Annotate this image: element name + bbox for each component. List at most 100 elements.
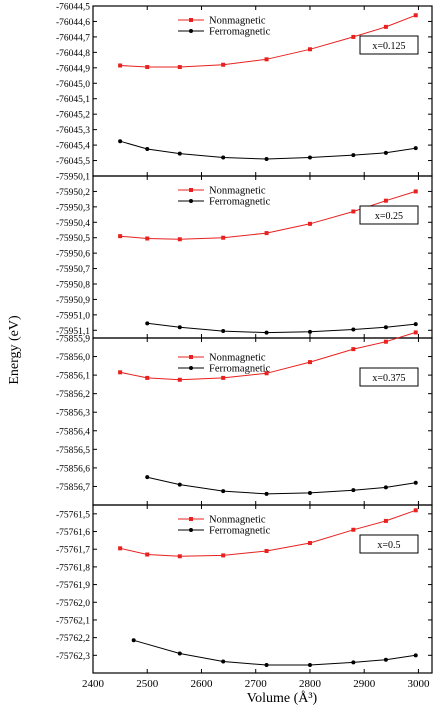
panel-3: -75855,9 -75856,0 -75856,1 -75856,2 -75856,3… bbox=[56, 330, 433, 506]
data-point bbox=[131, 638, 136, 643]
data-point bbox=[383, 518, 388, 523]
y-axis-title: Energy (eV) bbox=[7, 315, 22, 385]
data-point bbox=[307, 541, 312, 546]
legend-marker bbox=[189, 517, 193, 521]
data-point bbox=[413, 508, 418, 513]
y-tick-label: -75950,4 bbox=[56, 219, 90, 229]
y-tick-label: -75951,1 bbox=[56, 327, 90, 337]
y-tick-label: -75762,2 bbox=[56, 634, 90, 644]
y-tick-label: -75856,5 bbox=[56, 446, 90, 456]
y-tick-label: -76044,5 bbox=[56, 3, 90, 13]
data-point bbox=[351, 488, 356, 493]
data-point bbox=[145, 475, 150, 480]
data-point bbox=[145, 65, 150, 70]
y-tick-label: -75856,4 bbox=[56, 427, 90, 437]
data-point bbox=[264, 57, 269, 62]
y-tick-label: -75950,9 bbox=[56, 296, 90, 306]
legend-label: Nonmagnetic bbox=[209, 186, 266, 197]
data-point bbox=[221, 62, 226, 67]
chart-panels: -76044,5 -76044,6 -76044,7 -76044,8 -76044,9… bbox=[56, 3, 433, 690]
panel-2: -75950,1 -75950,2 -75950,3 -75950,4 -75950,5… bbox=[56, 173, 433, 339]
y-tick-label: -75762,3 bbox=[56, 652, 90, 662]
composition-label-box bbox=[359, 35, 419, 55]
y-tick-label: -75950,5 bbox=[56, 234, 90, 244]
composition-label-box bbox=[359, 534, 419, 554]
data-point bbox=[177, 65, 182, 70]
y-tick-label: -76044,9 bbox=[56, 64, 90, 74]
data-point bbox=[221, 329, 226, 334]
data-point bbox=[145, 321, 150, 326]
data-point bbox=[383, 24, 388, 29]
series-line-ferromagnetic bbox=[119, 140, 416, 160]
y-tick-label: -75762,1 bbox=[56, 616, 90, 626]
data-point bbox=[264, 663, 269, 668]
y-tick-label: -75950,1 bbox=[56, 173, 90, 183]
data-point bbox=[413, 189, 418, 194]
x-tick-label: 2500 bbox=[136, 678, 159, 690]
data-point bbox=[351, 209, 356, 214]
legend-marker bbox=[189, 355, 193, 359]
data-point bbox=[118, 139, 123, 144]
composition-label: x=0.5 bbox=[377, 540, 400, 551]
data-point bbox=[351, 347, 356, 352]
data-point bbox=[351, 327, 356, 332]
data-point bbox=[383, 198, 388, 203]
y-tick-label: -76044,6 bbox=[56, 18, 90, 28]
data-point bbox=[307, 663, 312, 668]
legend-label: Nonmagnetic bbox=[209, 353, 266, 364]
data-point bbox=[221, 489, 226, 494]
y-tick-label: -75762,0 bbox=[56, 599, 90, 609]
data-point bbox=[145, 236, 150, 241]
data-point bbox=[307, 360, 312, 365]
y-tick-label: -75951,0 bbox=[56, 311, 90, 321]
y-tick-label: -75950,7 bbox=[56, 265, 90, 275]
y-tick-label: -76045,5 bbox=[56, 157, 90, 167]
composition-label: x=0.25 bbox=[375, 211, 403, 222]
data-point bbox=[264, 371, 269, 376]
data-point bbox=[177, 325, 182, 330]
y-tick-label: -76045,4 bbox=[56, 142, 90, 152]
data-point bbox=[145, 552, 150, 557]
x-tick-label: 2700 bbox=[245, 678, 268, 690]
composition-label-box bbox=[359, 205, 419, 225]
panel-1: -76044,5 -76044,6 -76044,7 -76044,8 -76044,9… bbox=[56, 3, 433, 177]
legend-marker bbox=[189, 29, 193, 33]
data-point bbox=[351, 660, 356, 665]
data-point bbox=[145, 146, 150, 151]
data-point bbox=[413, 322, 418, 327]
data-point bbox=[221, 235, 226, 240]
y-tick-label: -75950,2 bbox=[56, 188, 90, 198]
y-tick-label: -76044,7 bbox=[56, 33, 90, 43]
y-tick-label: -76045,0 bbox=[56, 80, 90, 90]
x-tick-label: 2600 bbox=[190, 678, 213, 690]
y-tick-label: -75950,3 bbox=[56, 203, 90, 213]
y-tick-label: -75856,7 bbox=[56, 483, 90, 493]
x-axis-title: Volume (Å³) bbox=[247, 690, 318, 706]
data-point bbox=[221, 659, 226, 664]
data-point bbox=[177, 651, 182, 656]
y-tick-label: -75856,1 bbox=[56, 372, 90, 382]
data-point bbox=[264, 157, 269, 161]
series-line-ferromagnetic bbox=[147, 476, 416, 495]
x-tick-label: 2400 bbox=[82, 678, 105, 690]
y-tick-label: -75950,8 bbox=[56, 281, 90, 291]
data-point bbox=[413, 653, 418, 658]
legend-marker bbox=[189, 188, 193, 192]
legend-label: Nonmagnetic bbox=[209, 16, 266, 27]
x-tick-label: 3000 bbox=[407, 678, 430, 690]
data-point bbox=[221, 375, 226, 380]
data-point bbox=[383, 657, 388, 662]
data-point bbox=[413, 13, 418, 18]
data-point bbox=[221, 155, 226, 160]
y-tick-label: -75856,2 bbox=[56, 390, 90, 400]
data-point bbox=[351, 153, 356, 158]
data-point bbox=[264, 491, 269, 496]
data-point bbox=[264, 231, 269, 236]
data-point bbox=[177, 377, 182, 382]
legend-label: Ferromagnetic bbox=[209, 364, 271, 375]
data-point bbox=[177, 237, 182, 242]
panel-frame bbox=[92, 504, 433, 674]
data-point bbox=[118, 370, 123, 375]
y-tick-label: -75761,5 bbox=[56, 510, 90, 520]
